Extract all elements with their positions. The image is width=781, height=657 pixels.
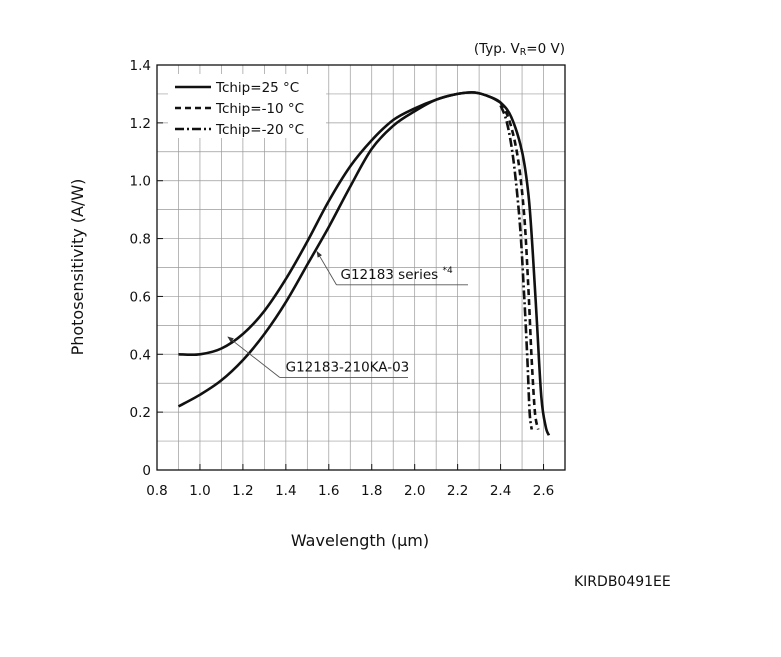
y-axis-title: Photosensitivity (A/W) bbox=[68, 179, 87, 356]
y-tick-label: 1.4 bbox=[130, 58, 151, 74]
x-axis-title: Wavelength (μm) bbox=[291, 531, 429, 550]
y-tick-label: 1.0 bbox=[130, 174, 151, 190]
x-ticks: 0.8 1.0 1.2 1.4 1.6 1.8 2.0 2.2 2.4 2.6 bbox=[146, 464, 554, 499]
series-line-4 bbox=[499, 105, 533, 430]
annotation-leaders: G12183 series *4 G12183-210KA-03 bbox=[227, 251, 468, 378]
x-tick-label: 1.4 bbox=[275, 483, 296, 499]
y-ticks: 0 0.2 0.4 0.6 0.8 1.0 1.2 1.4 bbox=[130, 58, 163, 479]
x-tick-label: 2.6 bbox=[533, 483, 554, 499]
x-tick-label: 2.2 bbox=[447, 483, 468, 499]
y-tick-label: 0.2 bbox=[130, 405, 151, 421]
annotation-leader-1 bbox=[316, 251, 337, 286]
y-tick-label: 0.4 bbox=[130, 347, 151, 363]
legend-label-2: Tchip=-10 °C bbox=[215, 101, 304, 117]
x-tick-label: 2.0 bbox=[404, 483, 425, 499]
annotation-leader-2 bbox=[227, 336, 280, 378]
annotation-label-1: G12183 series *4 bbox=[340, 266, 452, 283]
x-tick-label: 1.8 bbox=[361, 483, 382, 499]
y-tick-label: 0.8 bbox=[130, 232, 151, 248]
x-tick-label: 0.8 bbox=[146, 483, 167, 499]
series-line-1 bbox=[178, 91, 551, 436]
legend-box bbox=[168, 74, 326, 138]
curves bbox=[177, 91, 551, 436]
x-tick-label: 1.2 bbox=[232, 483, 253, 499]
x-tick-label: 2.4 bbox=[490, 483, 511, 499]
condition-note: (Typ. VR=0 V) bbox=[474, 41, 565, 58]
x-tick-label: 1.6 bbox=[318, 483, 339, 499]
plot-frame bbox=[156, 64, 566, 471]
y-tick-label: 0.6 bbox=[130, 289, 151, 305]
legend: Tchip=25 °C Tchip=-10 °C Tchip=-20 °C bbox=[168, 74, 326, 138]
series-line-2 bbox=[177, 91, 502, 408]
legend-label-1: Tchip=25 °C bbox=[215, 80, 299, 96]
legend-label-3: Tchip=-20 °C bbox=[215, 122, 304, 138]
y-tick-label: 0 bbox=[142, 463, 151, 479]
x-tick-label: 1.0 bbox=[189, 483, 210, 499]
document-code: KIRDB0491EE bbox=[574, 574, 671, 590]
series-line-3 bbox=[499, 101, 540, 430]
y-tick-label: 1.2 bbox=[130, 116, 151, 132]
annotation-label-2: G12183-210KA-03 bbox=[286, 359, 410, 375]
